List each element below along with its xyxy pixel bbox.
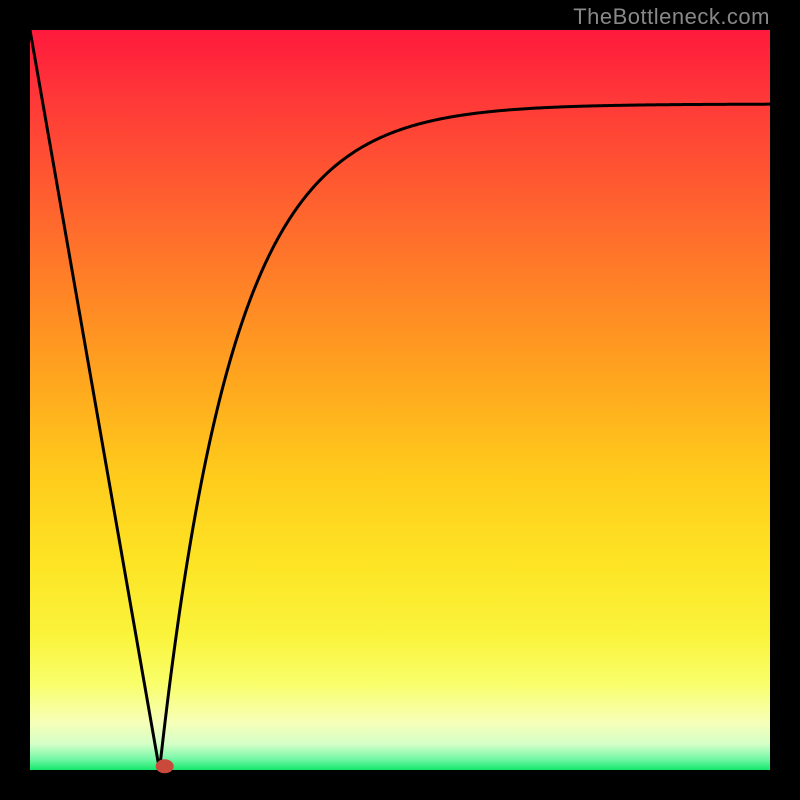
chart-container: TheBottleneck.com [0,0,800,800]
bottleneck-curve [30,30,770,770]
minimum-marker [156,759,174,773]
watermark-text: TheBottleneck.com [573,4,770,30]
chart-svg [0,0,800,800]
